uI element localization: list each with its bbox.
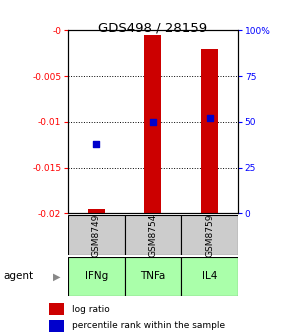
Text: GSM8759: GSM8759 bbox=[205, 213, 214, 257]
Bar bbox=[49, 320, 64, 332]
Text: GDS498 / 28159: GDS498 / 28159 bbox=[98, 22, 207, 35]
Text: ▶: ▶ bbox=[53, 271, 60, 281]
Bar bbox=[88, 209, 105, 213]
Text: log ratio: log ratio bbox=[72, 305, 110, 313]
Bar bbox=[181, 215, 238, 255]
Text: TNFa: TNFa bbox=[140, 271, 166, 281]
Text: IFNg: IFNg bbox=[85, 271, 108, 281]
Text: GSM8754: GSM8754 bbox=[148, 213, 157, 257]
Text: agent: agent bbox=[3, 271, 33, 281]
Point bbox=[151, 119, 155, 125]
Text: IL4: IL4 bbox=[202, 271, 217, 281]
Bar bbox=[125, 215, 181, 255]
Bar bbox=[144, 35, 162, 213]
Bar bbox=[68, 215, 125, 255]
Text: percentile rank within the sample: percentile rank within the sample bbox=[72, 322, 226, 330]
Text: GSM8749: GSM8749 bbox=[92, 213, 101, 257]
Point bbox=[207, 116, 212, 121]
Bar bbox=[68, 257, 125, 296]
Point bbox=[94, 141, 99, 146]
Bar bbox=[181, 257, 238, 296]
Bar bbox=[201, 49, 218, 213]
Bar bbox=[125, 257, 181, 296]
Bar bbox=[49, 303, 64, 315]
